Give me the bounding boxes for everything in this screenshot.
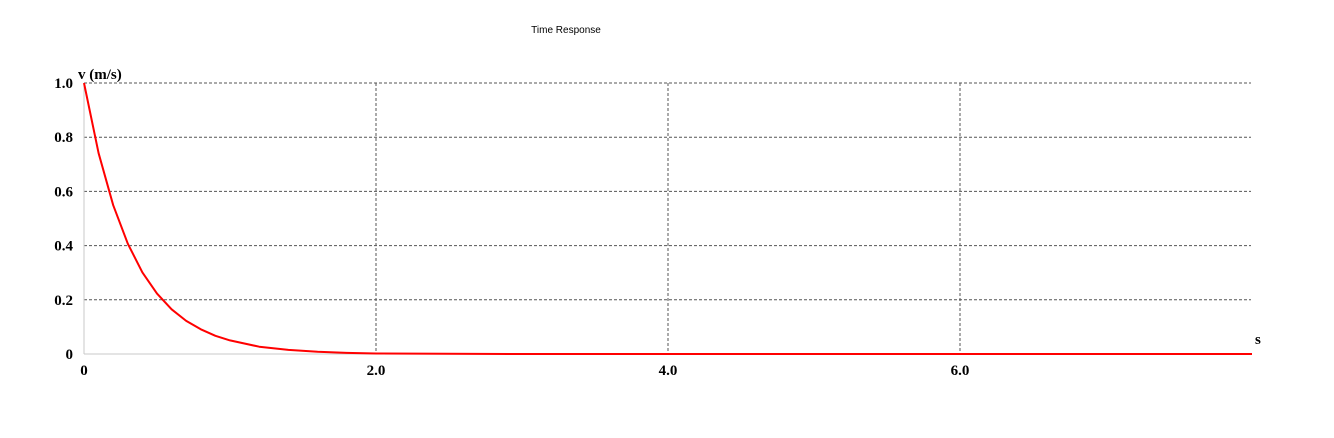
- series-line: [83, 82, 1252, 355]
- x-tick-label: 0: [80, 363, 88, 379]
- y-tick-label: 0.6: [54, 184, 73, 200]
- x-axis-label: s: [1255, 332, 1261, 348]
- tick-labels: 0 0.2 0.4 0.6 0.8 1.0 0 2.0 4.0 6.0: [54, 76, 969, 379]
- series-group: [83, 82, 1252, 355]
- y-axis-label: v (m/s): [78, 67, 122, 83]
- x-tick-label: 6.0: [951, 363, 970, 379]
- y-tick-label: 0.8: [54, 130, 73, 146]
- grid-lines: [84, 82, 1251, 354]
- chart-title: Time Response: [531, 25, 601, 36]
- y-tick-label: 1.0: [54, 76, 73, 92]
- x-tick-label: 4.0: [659, 363, 678, 379]
- x-tick-label: 2.0: [367, 363, 386, 379]
- y-tick-label: 0.2: [54, 293, 73, 309]
- y-tick-label: 0.4: [54, 239, 73, 255]
- y-tick-label: 0: [66, 347, 74, 363]
